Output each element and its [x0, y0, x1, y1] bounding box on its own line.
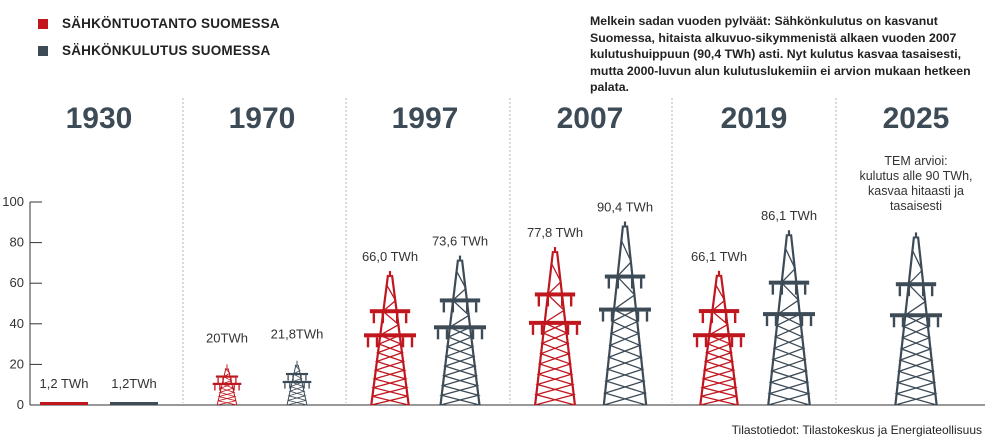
pylon-2019-1	[763, 230, 815, 406]
pylon-lattice	[534, 322, 577, 406]
value-label-1930-1: 1,2TWh	[111, 376, 157, 391]
pylon-leg	[286, 364, 297, 406]
annotation-line: kasvaa hitaasti ja	[868, 184, 964, 198]
pylon-arm	[604, 274, 646, 279]
pylon-lattice	[603, 308, 648, 406]
chart-description: Melkein sadan vuoden pylväät: Sähkönkulu…	[590, 14, 971, 94]
legend-item-consumption: SÄHKÖNKULUTUS SUOMESSA	[38, 37, 280, 64]
pylon-arm	[282, 380, 312, 384]
consumption-swatch	[38, 45, 48, 56]
pylon-lattice	[372, 334, 410, 406]
annotation-line: TEM arvioi:	[884, 154, 947, 168]
y-tick-label: 80	[10, 235, 24, 250]
pylon-arm	[215, 375, 239, 378]
pylon-leg	[216, 368, 227, 406]
pylon-1970-0	[212, 364, 242, 406]
pylon-leg	[894, 236, 916, 406]
value-label-2019-1: 86,1 TWh	[761, 208, 817, 223]
year-label-2019: 2019	[721, 102, 788, 135]
pylon-arm	[763, 312, 815, 317]
pylon-lattice	[699, 334, 737, 406]
pylon-2007-0	[529, 247, 581, 406]
pylon-leg	[227, 368, 238, 406]
pylon-1970-1	[282, 360, 312, 406]
pylon-arm	[693, 333, 745, 338]
pylon-lattice	[602, 308, 647, 406]
legend-label-production: SÄHKÖNTUOTANTO SUOMESSA	[62, 16, 280, 31]
value-label-1997-0: 66,0 TWh	[362, 249, 418, 264]
pylon-arm	[364, 333, 416, 338]
pylon-lattice	[767, 313, 810, 406]
pylon-1997-0	[364, 271, 416, 406]
value-label-1997-1: 73,6 TWh	[432, 234, 488, 249]
pylon-1997-1	[434, 255, 486, 406]
y-tick-label: 40	[10, 316, 24, 331]
pylon-2007-1	[599, 221, 651, 406]
pylon-arm	[698, 309, 740, 314]
pylon-arm	[439, 298, 481, 303]
pylon-2019-0	[693, 270, 745, 406]
y-tick-label: 100	[2, 194, 24, 209]
year-label-1970: 1970	[229, 102, 296, 135]
pylon-lattice	[533, 322, 576, 406]
pylon-leg	[719, 274, 739, 406]
source-note: Tilastotiedot: Tilastokeskus ja Energiat…	[731, 423, 982, 437]
year-label-2025: 2025	[883, 102, 950, 135]
pylon-lattice	[370, 334, 408, 406]
value-bar-1930-0	[40, 402, 88, 405]
pylon-leg	[602, 225, 625, 406]
pylon-leg	[534, 250, 555, 406]
pylon-leg	[297, 364, 308, 406]
pylon-lattice	[768, 313, 811, 406]
y-tick-label: 60	[10, 275, 24, 290]
pylon-arm	[895, 282, 937, 287]
pylon-arm	[285, 372, 309, 376]
pylon-leg	[767, 234, 789, 406]
pylon-arm	[890, 313, 942, 318]
pylon-leg	[390, 274, 410, 406]
legend-label-consumption: SÄHKÖNKULUTUS SUOMESSA	[62, 43, 271, 58]
year-label-2007: 2007	[557, 102, 624, 135]
pylon-arm	[768, 280, 810, 285]
pylon-lattice	[439, 326, 480, 406]
pylon-lattice	[217, 383, 237, 406]
pylon-leg	[789, 234, 811, 406]
pylon-leg	[625, 225, 648, 406]
pylon-lattice	[895, 314, 938, 406]
pylon-arm	[369, 309, 411, 314]
value-label-1930-0: 1,2 TWh	[40, 376, 89, 391]
pylon-arm	[212, 382, 242, 385]
value-bar-1930-1	[110, 402, 158, 405]
pylon-lattice	[894, 314, 937, 406]
production-swatch	[38, 18, 48, 29]
year-label-1997: 1997	[392, 102, 459, 135]
pylon-lattice	[286, 381, 307, 406]
pylon-lattice	[701, 334, 739, 406]
value-label-2019-0: 66,1 TWh	[691, 249, 747, 264]
value-label-2007-0: 77,8 TWh	[527, 225, 583, 240]
y-tick-label: 0	[17, 397, 24, 412]
pylon-arm	[599, 307, 651, 312]
year-label-1930: 1930	[66, 102, 133, 135]
value-label-1970-0: 20TWh	[206, 330, 248, 345]
y-tick-label: 20	[10, 356, 24, 371]
legend: SÄHKÖNTUOTANTO SUOMESSA SÄHKÖNKULUTUS SU…	[38, 10, 280, 64]
value-label-1970-1: 21,8TWh	[271, 327, 324, 342]
legend-item-production: SÄHKÖNTUOTANTO SUOMESSA	[38, 10, 280, 37]
pylon-leg	[699, 274, 719, 406]
pylon-2025-1	[890, 232, 942, 406]
pylon-leg	[370, 274, 390, 406]
annotation-line: tasaisesti	[890, 199, 942, 213]
pylon-lattice	[440, 326, 481, 406]
pylon-arm	[434, 325, 486, 330]
value-label-2007-1: 90,4 TWh	[597, 199, 653, 214]
pylon-leg	[439, 259, 460, 406]
pylon-leg	[916, 236, 938, 406]
annotation-line: kulutus alle 90 TWh,	[859, 169, 972, 183]
pylon-arm	[529, 320, 581, 325]
pylon-leg	[555, 250, 576, 406]
pylon-arm	[534, 292, 576, 297]
pylon-leg	[460, 259, 481, 406]
